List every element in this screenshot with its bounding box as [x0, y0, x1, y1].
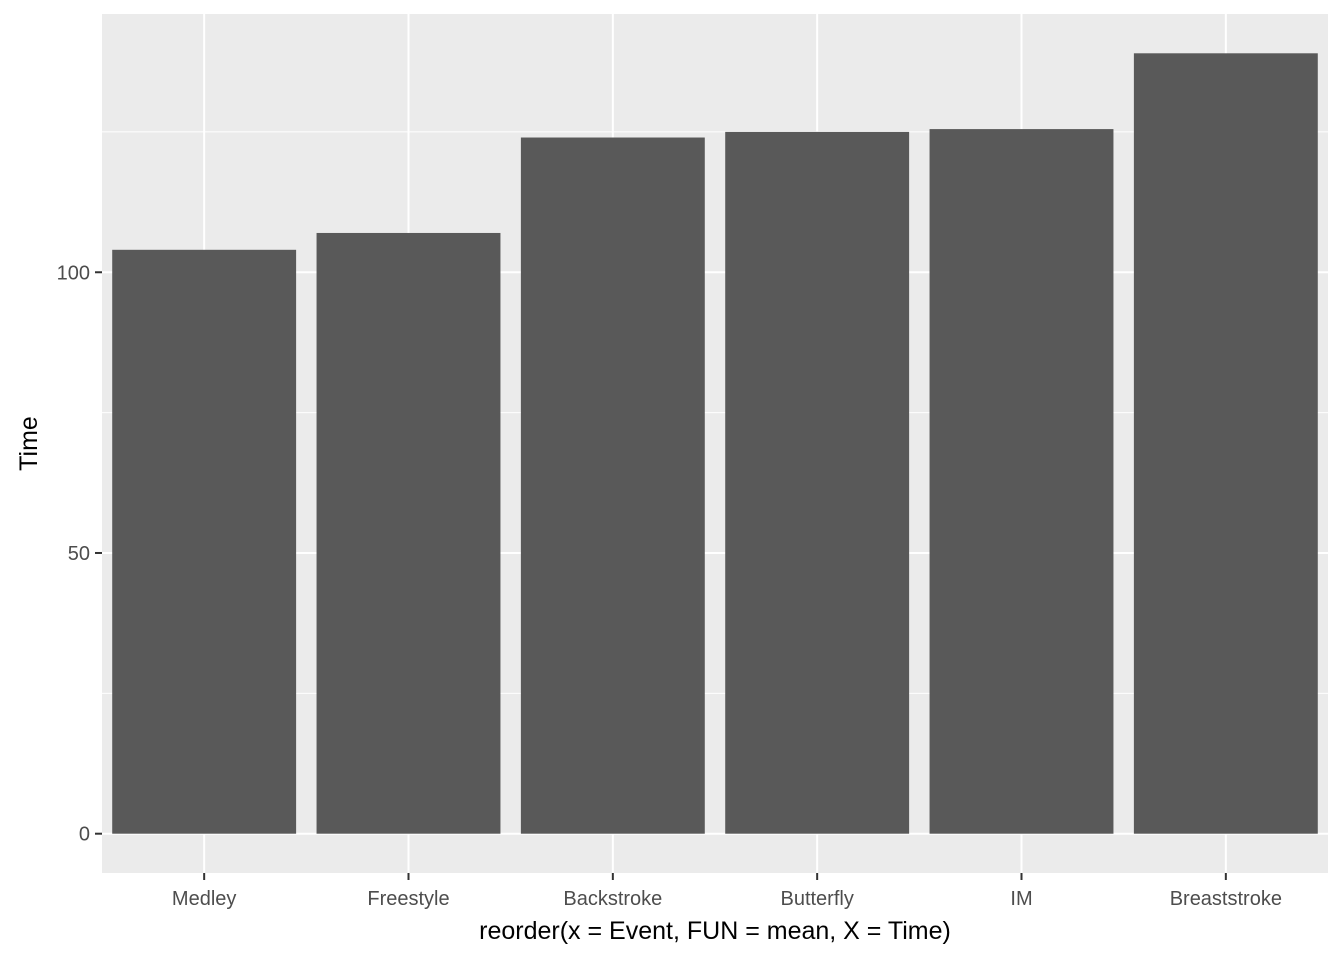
bar-medley	[112, 249, 297, 834]
y-tick-label: 0	[79, 824, 90, 846]
x-tick-label: Freestyle	[367, 888, 449, 910]
x-axis-title: reorder(x = Event, FUN = mean, X = Time)	[479, 917, 951, 945]
y-tick-label: 50	[68, 543, 90, 565]
bar-im	[929, 129, 1114, 834]
x-tick-label: Backstroke	[563, 888, 662, 910]
y-tick-label: 100	[57, 262, 90, 284]
y-axis-title: Time	[15, 416, 43, 471]
x-axis: Medley Freestyle Backstroke Butterfly IM Brea…	[172, 873, 1282, 910]
plot-panel	[102, 14, 1328, 873]
x-tick-label: Breaststroke	[1170, 888, 1282, 910]
bar-backstroke	[520, 137, 705, 834]
x-tick-label: Butterfly	[780, 888, 853, 910]
minor-gridlines	[102, 131, 1328, 694]
x-tick-label: IM	[1010, 888, 1032, 910]
bar-breaststroke	[1133, 53, 1318, 834]
y-axis: 0 50 100	[57, 262, 102, 846]
bar-butterfly	[725, 131, 910, 834]
bars	[112, 53, 1318, 834]
x-tick-label: Medley	[172, 888, 236, 910]
bar-freestyle	[316, 232, 501, 834]
